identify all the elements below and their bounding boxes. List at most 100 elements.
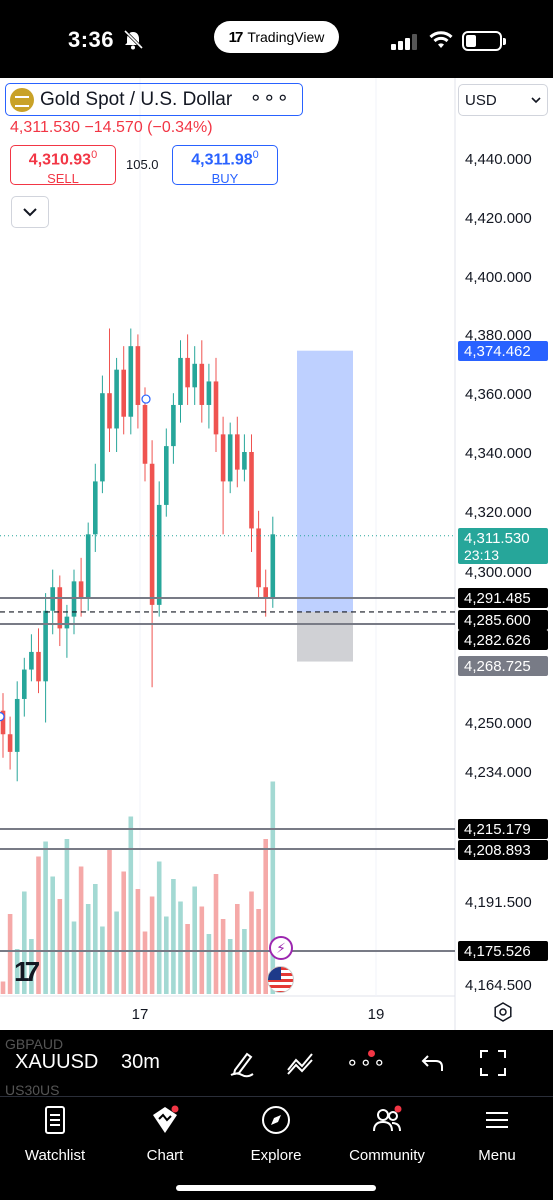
candle-body <box>64 616 70 629</box>
spread-value: 105.0 <box>126 157 159 172</box>
currency-select[interactable]: USD <box>458 84 548 116</box>
volume-bar <box>7 914 13 994</box>
volume-bar <box>43 841 48 994</box>
tab-chart[interactable]: Chart <box>115 1105 215 1164</box>
fullscreen-icon[interactable] <box>478 1048 508 1078</box>
price-tick-label: 4,420.000 <box>465 210 532 227</box>
chart-icon <box>153 1105 179 1133</box>
volume-bar <box>270 781 276 994</box>
price-badge-label: 4,311.530 <box>464 530 530 547</box>
status-bar: 3:36 17 TradingView <box>0 0 553 78</box>
volume-bar <box>164 916 169 994</box>
event-marker <box>0 712 5 722</box>
bottom-tab-bar: Watchlist Chart Explore Community <box>0 1096 553 1200</box>
volume-bar <box>185 924 190 994</box>
price-chart[interactable]: 4,440.000 4,420.000 4,400.000 4,380.000 4,36… <box>0 78 553 1030</box>
volume-bar <box>100 926 105 994</box>
sell-button[interactable]: 4,310.930 SELL <box>10 145 116 186</box>
price-axis-badge <box>458 341 548 361</box>
volume-bar <box>149 896 155 994</box>
candle-body <box>7 734 13 752</box>
buy-button[interactable]: 4,311.980 BUY <box>172 145 278 186</box>
menu-icon <box>486 1112 508 1128</box>
us-flag-icon[interactable] <box>267 966 294 993</box>
candle-body <box>43 610 48 682</box>
volume-bar <box>57 899 63 994</box>
time-tick-label: 17 <box>132 1006 149 1023</box>
wifi-icon <box>429 31 453 48</box>
symbol-title: Gold Spot / U.S. Dollar <box>40 88 233 110</box>
candle-body <box>227 434 233 482</box>
volume-bar <box>114 911 119 994</box>
undo-icon[interactable] <box>418 1048 448 1078</box>
candle-body <box>142 404 148 464</box>
price-tick-label: 4,380.000 <box>465 327 532 344</box>
draw-pen-icon[interactable] <box>227 1048 257 1078</box>
currency-value: USD <box>465 91 497 109</box>
more-tools-icon[interactable]: ∘∘∘ <box>346 1052 387 1074</box>
tradingview-pill[interactable]: 17 TradingView <box>214 21 339 53</box>
tab-menu[interactable]: Menu <box>447 1105 547 1164</box>
more-options-icon[interactable]: ∘∘∘ <box>249 87 290 109</box>
tab-community[interactable]: Community <box>337 1105 437 1164</box>
price-change-line: 4,311.530 −14.570 (−0.34%) <box>10 119 213 136</box>
tab-explore[interactable]: Explore <box>226 1105 326 1164</box>
candle-body <box>242 452 247 470</box>
candle-body <box>206 381 212 405</box>
flash-event-icon[interactable]: ⚡ <box>269 936 293 960</box>
price-badge-label: 4,282.626 <box>464 632 531 649</box>
time-tick-label: 19 <box>368 1006 385 1023</box>
candle-body <box>22 669 27 699</box>
community-icon <box>373 1105 402 1132</box>
app-pill-label: TradingView <box>247 29 325 45</box>
price-tick-label: 4,300.000 <box>465 564 532 581</box>
tab-label: Watchlist <box>24 1147 86 1164</box>
volume-bar <box>142 931 148 994</box>
candle-body <box>220 434 226 482</box>
candle-body <box>107 393 112 429</box>
volume-bar <box>36 856 41 994</box>
candle-body <box>270 534 276 599</box>
price-tick-label: 4,191.500 <box>465 894 532 911</box>
cell-signal-icon <box>391 34 417 50</box>
volume-bar <box>213 874 219 994</box>
candle-body <box>164 446 169 505</box>
tab-label: Explore <box>250 1147 302 1164</box>
collapse-button[interactable] <box>11 196 49 228</box>
price-badge-label: 4,215.179 <box>464 821 531 838</box>
indicators-icon[interactable] <box>286 1048 316 1078</box>
price-tick-label: 4,234.000 <box>465 764 532 781</box>
candle-body <box>156 504 162 605</box>
candle-body <box>85 534 91 599</box>
price-badge-label: 4,175.526 <box>464 943 531 960</box>
settings-icon[interactable] <box>493 1002 513 1022</box>
price-axis-badge <box>458 840 548 860</box>
tab-watchlist[interactable]: Watchlist <box>5 1105 105 1164</box>
chevron-down-icon <box>23 207 37 216</box>
symbol-selector[interactable]: Gold Spot / U.S. Dollar ∘∘∘ <box>5 83 303 116</box>
volume-bar <box>78 866 84 994</box>
ghost-symbol-below: US30US <box>5 1082 60 1098</box>
chart-area[interactable]: 4,440.000 4,420.000 4,400.000 4,380.000 4,36… <box>0 78 553 1030</box>
candle-body <box>185 357 190 388</box>
candle-body <box>199 363 205 405</box>
price-axis-badge <box>458 588 548 608</box>
volume-bar <box>93 884 98 994</box>
buy-price-sup: 0 <box>252 149 259 161</box>
candle-body <box>213 381 219 435</box>
candle-body <box>78 581 84 599</box>
battery-icon <box>462 31 506 51</box>
candle-body <box>235 434 240 470</box>
volume-bar <box>235 904 240 994</box>
volume-bar <box>29 939 34 994</box>
watchlist-icon <box>45 1106 65 1134</box>
volume-bar <box>178 901 183 994</box>
candle-body <box>135 346 141 405</box>
price-axis-badge <box>458 941 548 961</box>
candle-body <box>100 393 105 482</box>
toolbar-symbol[interactable]: XAUUSD <box>15 1051 99 1073</box>
sell-price: 4,310.93 <box>28 151 92 169</box>
candle-body <box>149 463 155 605</box>
position-target-zone <box>297 350 353 612</box>
toolbar-interval[interactable]: 30m <box>121 1051 160 1073</box>
